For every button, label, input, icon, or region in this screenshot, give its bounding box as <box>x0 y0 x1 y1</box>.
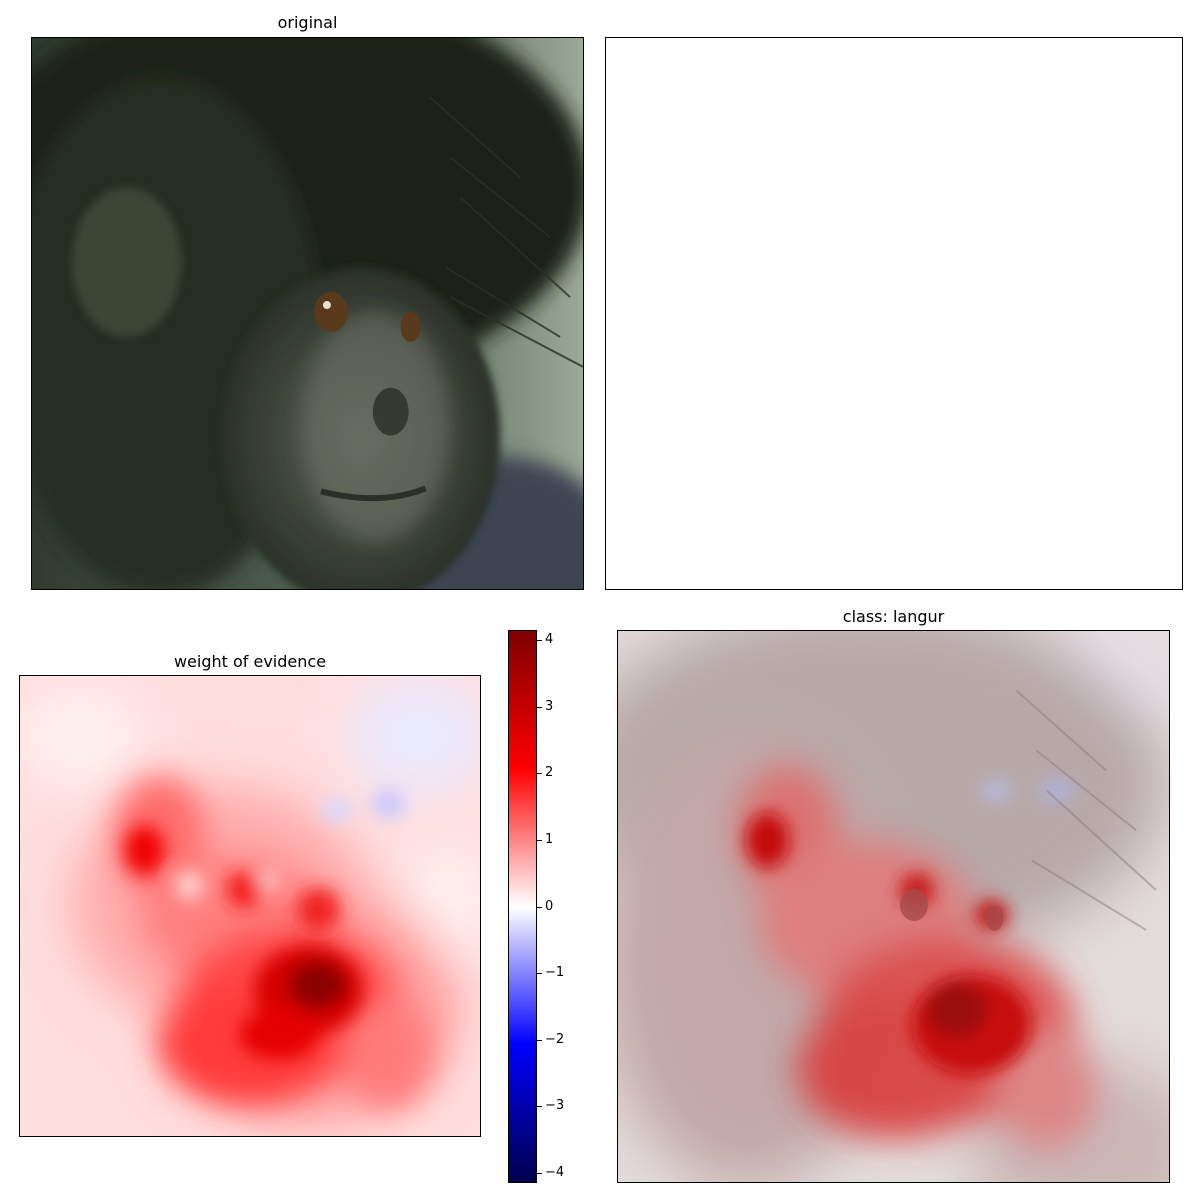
overlay-title: class: langur <box>842 607 945 626</box>
colorbar-tick <box>537 707 542 708</box>
colorbar-tick-label: 1 <box>545 832 554 847</box>
blank-panel <box>605 37 1183 590</box>
colorbar-tick <box>537 973 542 974</box>
colorbar-tick <box>537 773 542 774</box>
colorbar-tick-label: 2 <box>545 765 554 780</box>
evidence-title: weight of evidence <box>173 652 327 671</box>
colorbar-tick <box>537 1173 542 1174</box>
colorbar-tick-label: 3 <box>545 699 554 714</box>
original-title: original <box>277 13 338 32</box>
colorbar-tick <box>537 840 542 841</box>
colorbar-tick <box>537 1040 542 1041</box>
original-image <box>31 37 584 590</box>
colorbar-tick-label: −2 <box>545 1032 565 1047</box>
colorbar-tick <box>537 907 542 908</box>
colorbar-tick <box>537 640 542 641</box>
colorbar-tick-label: 4 <box>545 632 554 647</box>
colorbar-tick-label: −4 <box>545 1165 565 1180</box>
colorbar-tick-label: −1 <box>545 965 565 980</box>
overlay-image <box>617 630 1170 1183</box>
colorbar <box>508 630 537 1183</box>
colorbar-tick-label: 0 <box>545 899 554 914</box>
colorbar-tick-label: −3 <box>545 1098 565 1113</box>
colorbar-tick <box>537 1106 542 1107</box>
evidence-heatmap <box>19 675 481 1137</box>
